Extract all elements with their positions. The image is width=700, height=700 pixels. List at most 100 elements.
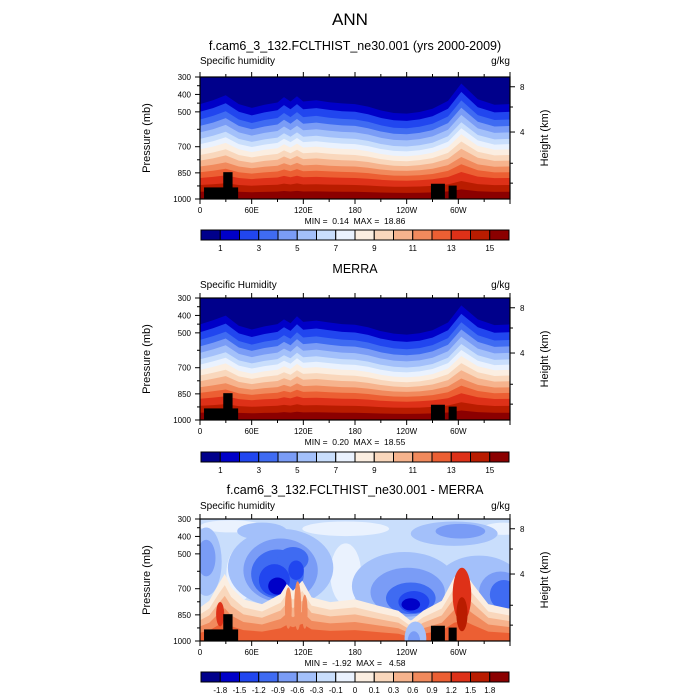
pressure-tick-label: 400 (178, 90, 192, 99)
colorbar-label: 5 (295, 244, 300, 253)
colorbar-segment (470, 671, 491, 683)
units-label: g/kg (491, 501, 510, 512)
colorbar-segment (335, 451, 356, 463)
colorbar-segment (373, 451, 394, 463)
colorbar-label: 15 (485, 466, 494, 475)
colorbar-segment (393, 229, 414, 241)
colorbar-label: 0.1 (369, 686, 381, 695)
contour-plot: 0 60E 120E 180 120W 60W 300 400 500 700 850 1000 8 4 (173, 514, 525, 657)
colorbar-label: -1.8 (213, 686, 227, 695)
pressure-tick-label: 700 (178, 143, 192, 152)
colorbar-segment (373, 229, 394, 241)
x-tick-label: 120W (396, 648, 417, 657)
x-tick-label: 120E (294, 206, 313, 215)
x-tick-label: 60E (245, 648, 259, 657)
colorbar-segment (219, 451, 240, 463)
height-tick-label: 4 (520, 570, 525, 579)
colorbar-label: 1 (218, 244, 223, 253)
colorbar-segment (354, 671, 375, 683)
pressure-tick-label: 850 (178, 611, 192, 620)
height-tick-label: 8 (520, 525, 525, 534)
pressure-tick-label: 1000 (173, 195, 191, 204)
colorbar-label: 7 (334, 466, 339, 475)
colorbar-segment (431, 229, 452, 241)
pressure-tick-label: 700 (178, 585, 192, 594)
colorbar-label: -0.1 (329, 686, 343, 695)
colorbar-label: 3 (257, 244, 262, 253)
pressure-tick-label: 500 (178, 329, 192, 338)
colorbar-segment (412, 229, 433, 241)
colorbar-segment (277, 451, 298, 463)
x-tick-label: 180 (348, 206, 362, 215)
main-title: ANN (332, 10, 368, 29)
colorbar-label: -0.3 (310, 686, 324, 695)
height-tick-label: 8 (520, 83, 525, 92)
colorbar-segment (200, 229, 221, 241)
x-tick-label: 180 (348, 427, 362, 436)
colorbar-segment (450, 451, 471, 463)
units-label: g/kg (491, 280, 510, 291)
colorbar-label: 0.6 (407, 686, 419, 695)
colorbar-segment (431, 451, 452, 463)
colorbar: 1 3 5 7 9 11 13 15 (200, 229, 510, 253)
pressure-tick-label: 700 (178, 364, 192, 373)
colorbar-segment (296, 671, 317, 683)
colorbar-segment (393, 671, 414, 683)
colorbar-segment (450, 229, 471, 241)
x-tick-label: 180 (348, 648, 362, 657)
pressure-tick-label: 400 (178, 311, 192, 320)
panel-title: f.cam6_3_132.FCLTHIST_ne30.001 - MERRA (226, 483, 484, 497)
height-tick-label: 4 (520, 128, 525, 137)
pressure-tick-label: 500 (178, 550, 192, 559)
colorbar-segment (316, 671, 337, 683)
contour-field (200, 77, 510, 199)
pressure-tick-label: 500 (178, 108, 192, 117)
pressure-tick-label: 300 (178, 515, 192, 524)
colorbar-label: 7 (334, 244, 339, 253)
pressure-tick-label: 300 (178, 73, 192, 82)
colorbar-label: 13 (447, 466, 456, 475)
colorbar-segment (393, 451, 414, 463)
colorbar: -1.8 -1.5 -1.2 -0.9 -0.6 -0.3 -0.1 0 0.1 0.3 0.6 0.… (200, 671, 510, 695)
colorbar-segment (239, 229, 260, 241)
contour-plot: 0 60E 120E 180 120W 60W 300 400 500 700 850 1000 8 4 (173, 293, 525, 436)
colorbar-label: -1.5 (233, 686, 247, 695)
pressure-tick-label: 1000 (173, 637, 191, 646)
pressure-tick-label: 850 (178, 169, 192, 178)
minmax-label: MIN = -1.92 MAX = 4.58 (304, 658, 406, 668)
height-tick-label: 4 (520, 349, 525, 358)
colorbar-segment (258, 451, 279, 463)
colorbar-segment (239, 671, 260, 683)
colorbar-label: 5 (295, 466, 300, 475)
colorbar-segment (277, 229, 298, 241)
contour-plot: 0 60E 120E 180 120W 60W 300 400 500 700 850 1000 8 4 (173, 72, 525, 215)
colorbar-label: 15 (485, 244, 494, 253)
minmax-label: MIN = 0.14 MAX = 18.86 (304, 216, 406, 226)
contour-field (200, 519, 510, 641)
colorbar-segment (489, 229, 510, 241)
colorbar-segment (258, 229, 279, 241)
colorbar-label: 9 (372, 466, 377, 475)
colorbar-segment (277, 671, 298, 683)
axes (195, 514, 515, 646)
colorbar-segment (258, 671, 279, 683)
colorbar-segment (373, 671, 394, 683)
colorbar-segment (470, 451, 491, 463)
colorbar-segment (489, 671, 510, 683)
colorbar-label: 3 (257, 466, 262, 475)
x-tick-label: 120E (294, 427, 313, 436)
colorbar: 1 3 5 7 9 11 13 15 (200, 451, 510, 475)
colorbar-segment (354, 451, 375, 463)
colorbar-label: 1.2 (446, 686, 458, 695)
field-label: Specific Humidity (200, 280, 277, 291)
pressure-tick-label: 300 (178, 294, 192, 303)
colorbar-segment (412, 671, 433, 683)
colorbar-label: -0.6 (290, 686, 304, 695)
x-tick-label: 0 (198, 648, 203, 657)
colorbar-label: 9 (372, 244, 377, 253)
colorbar-label: 11 (409, 466, 418, 475)
x-tick-label: 60E (245, 206, 259, 215)
x-tick-label: 60E (245, 427, 259, 436)
x-tick-label: 0 (198, 206, 203, 215)
